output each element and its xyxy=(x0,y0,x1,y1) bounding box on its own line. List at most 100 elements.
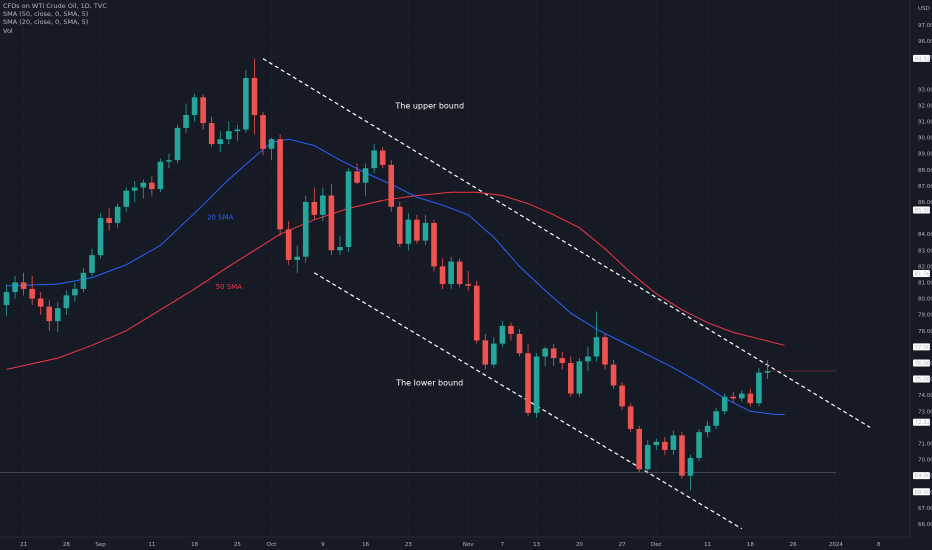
annotations: The upper bound The lower bound 20 SMA 50 S… xyxy=(207,102,464,388)
x-tick-label: 26 xyxy=(790,542,797,548)
candle-body xyxy=(37,298,44,307)
price-badge-label: 85.50 xyxy=(915,208,931,214)
candle-body xyxy=(72,288,78,296)
candle-body xyxy=(687,457,694,476)
candle-body xyxy=(448,261,454,285)
candle-body xyxy=(354,171,360,183)
candle-body xyxy=(559,358,566,363)
x-tick-label: 16 xyxy=(362,542,369,548)
candle-body xyxy=(260,115,266,149)
candle-body xyxy=(499,325,506,344)
candle-body xyxy=(140,182,147,188)
price-badge-label: 68.00 xyxy=(915,490,931,496)
y-tick-label: 70.00 xyxy=(918,458,932,464)
x-tick-label: 27 xyxy=(619,542,626,548)
candle-body xyxy=(756,372,762,404)
price-badge-label: 76.00 xyxy=(915,361,931,367)
y-tick-label: 96.00 xyxy=(918,39,932,45)
candle-body xyxy=(243,78,249,130)
candle-body xyxy=(80,272,87,289)
candle-body xyxy=(508,325,514,334)
time-axis[interactable]: 21 28 Sep 11 18 25 Oct 9 16 23 Nov 7 13 20 27 Dec 11 18 26… xyxy=(20,542,881,548)
candle-body xyxy=(465,284,471,286)
x-tick-label: 25 xyxy=(234,542,241,548)
x-tick-label: Dec xyxy=(651,542,662,548)
candle-body xyxy=(251,78,258,116)
candle-body xyxy=(619,385,625,407)
y-tick-label: 84.00 xyxy=(918,232,932,238)
price-badge xyxy=(913,472,930,480)
price-axis[interactable]: 97.0096.0095.0093.0092.0091.0090.0089.00… xyxy=(913,23,932,528)
candle-body xyxy=(63,295,70,309)
candle-body xyxy=(542,348,548,357)
candle-body xyxy=(106,218,112,223)
candle-body xyxy=(183,115,189,128)
y-tick-label: 67.00 xyxy=(918,506,932,512)
x-tick-label: 18 xyxy=(747,542,754,548)
x-tick-label: 2024 xyxy=(829,542,843,548)
x-tick-label: 7 xyxy=(501,542,505,548)
candle-body xyxy=(55,308,61,322)
candle-body xyxy=(525,353,531,413)
currency-label: USD xyxy=(918,6,930,12)
price-badge xyxy=(913,359,930,367)
x-tick-label: 20 xyxy=(576,542,583,548)
plot-background xyxy=(0,0,910,537)
x-tick-label: 23 xyxy=(405,542,412,548)
x-tick-label: 11 xyxy=(148,542,155,548)
candle-body xyxy=(208,123,215,145)
price-badge xyxy=(913,54,930,62)
candle-body xyxy=(764,371,771,373)
candle-body xyxy=(29,288,35,299)
candle-body xyxy=(294,256,300,260)
legend-vol[interactable]: Vol xyxy=(3,26,13,35)
price-badge xyxy=(913,206,930,214)
candle-body xyxy=(388,164,395,207)
price-badge-label: 81.56 xyxy=(915,271,931,277)
annotation-label: The lower bound xyxy=(395,378,463,387)
y-tick-label: 74.00 xyxy=(918,393,932,399)
candle-body xyxy=(533,356,540,413)
y-tick-label: 66.00 xyxy=(918,522,932,528)
legend-sma20[interactable]: SMA (20, close, 0, SMA, 5) xyxy=(3,18,89,27)
candle-body xyxy=(311,201,318,215)
legend-symbol[interactable]: CFDs on WTI Crude Oil, 1D, TVC xyxy=(3,2,107,10)
channel-lines xyxy=(262,58,871,530)
y-tick-label: 79.00 xyxy=(918,313,932,319)
x-tick-label: Nov xyxy=(463,542,474,548)
y-tick-label: 97.00 xyxy=(918,23,932,29)
candle-body xyxy=(585,356,591,362)
candle-body xyxy=(473,285,480,341)
candle-body xyxy=(431,222,437,267)
y-tick-label: 86.00 xyxy=(918,200,932,206)
candles xyxy=(3,58,836,491)
candle-body xyxy=(362,168,369,183)
candle-body xyxy=(131,187,138,191)
candle-body xyxy=(491,343,497,365)
candle-body xyxy=(593,337,600,357)
candle-body xyxy=(89,255,95,273)
y-tick-label: 71.00 xyxy=(918,441,932,447)
annotation-label: 20 SMA xyxy=(207,214,234,222)
candle-body xyxy=(713,411,719,426)
annotation-label: 50 SMA xyxy=(216,283,243,291)
candle-body xyxy=(730,396,737,399)
candle-body xyxy=(268,139,275,149)
y-tick-label: 90.00 xyxy=(918,136,932,142)
candle-body xyxy=(739,393,745,399)
y-tick-label: 78.00 xyxy=(918,329,932,335)
candle-body xyxy=(576,361,583,394)
y-tick-label: 93.00 xyxy=(918,87,932,93)
candle-body xyxy=(46,306,53,322)
candle-body xyxy=(277,139,283,230)
candle-body xyxy=(636,428,642,470)
y-tick-label: 92.00 xyxy=(918,103,932,109)
y-tick-label: 82.00 xyxy=(918,264,932,270)
candle-body xyxy=(166,160,172,162)
legend-sma50[interactable]: SMA (50, close, 0, SMA, 5) xyxy=(3,10,89,19)
x-tick-label: 9 xyxy=(321,542,325,548)
candle-body xyxy=(123,190,129,207)
x-tick-label: 11 xyxy=(704,542,711,548)
candle-body xyxy=(302,201,309,257)
